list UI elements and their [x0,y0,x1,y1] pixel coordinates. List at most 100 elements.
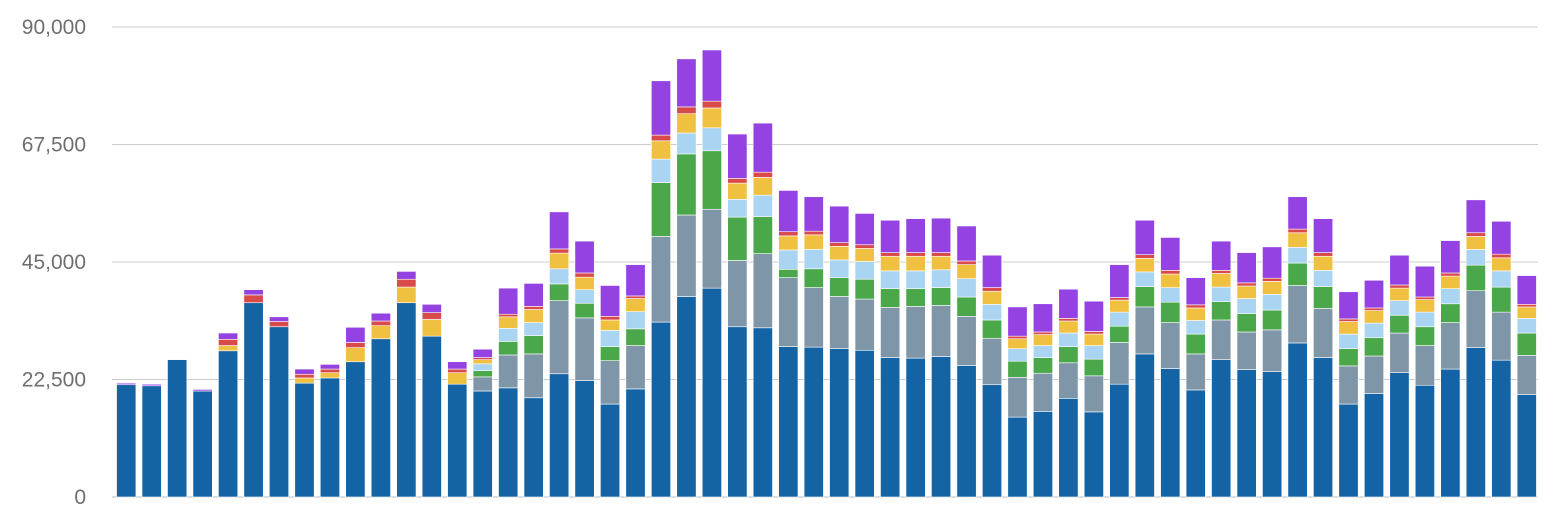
bar-segment [931,255,952,271]
bar-segment [676,296,697,498]
bar-stack [1287,196,1308,498]
bar-segment [676,214,697,297]
bar-stack [549,211,570,498]
bar-segment [396,271,417,280]
bar-segment [1516,275,1537,305]
bar-segment [727,178,748,184]
bar-stack [243,289,264,498]
bar-segment [956,264,977,280]
bar-segment [956,316,977,366]
bar-segment [651,158,671,183]
bar-segment [1236,331,1257,370]
bar-segment [1313,270,1334,287]
bar-segment [396,278,417,288]
bar-segment [905,255,926,272]
bar-segment [982,287,1002,292]
bar-segment [854,244,875,249]
bar-segment [1134,258,1155,273]
bar-stack [651,80,671,498]
bar-stack [803,196,824,498]
bar-segment [676,153,697,216]
bar-segment [523,309,544,323]
bar-segment [625,311,646,330]
bar-segment [1287,262,1308,286]
bar-segment [1364,310,1384,324]
bar-segment [116,384,137,498]
bar-segment [701,49,722,102]
bar-stack [880,219,901,498]
bar-segment [1083,375,1104,413]
bar-segment [1160,237,1181,271]
bar-segment [1083,345,1104,360]
bar-segment [1440,368,1461,498]
bar-segment [701,127,722,152]
bar-stack [1211,240,1232,498]
bar-segment [982,303,1002,321]
bar-stack [1414,265,1435,498]
bar-segment [523,353,544,399]
bar-segment [472,348,493,358]
bar-stack [1313,218,1334,498]
bar-segment [1364,279,1384,309]
bar-stack [931,217,952,498]
bar-segment [676,58,697,108]
bar-stack [600,285,621,498]
bar-segment [1313,218,1334,253]
bar-segment [1185,320,1206,335]
bar-segment [829,259,850,278]
bar-segment [549,300,570,375]
bar-stack [905,218,926,498]
bar-segment [1160,368,1181,498]
bar-segment [829,348,850,498]
bar-segment [396,302,417,498]
bar-stack [574,240,595,498]
bar-segment [1364,355,1384,394]
y-tick-label: 0 [74,486,86,509]
bar-segment [1389,254,1410,286]
bar-segment [549,211,570,250]
bar-segment [1287,247,1308,264]
bar-segment [472,390,493,498]
bar-segment [701,107,722,129]
bar-stack [829,205,850,498]
bars-layer [116,49,1537,498]
bar-stack [1032,303,1053,498]
bar-segment [1491,220,1512,255]
bar-segment [421,319,442,337]
bar-segment [1338,333,1359,349]
bar-segment [752,327,773,498]
bar-segment [116,382,137,386]
bar-stack [1160,237,1181,498]
bar-segment [803,234,824,250]
bar-segment [727,260,748,328]
bar-stack [447,361,468,498]
bar-segment [1007,377,1028,418]
bar-stack [1338,291,1359,498]
bar-segment [880,307,901,358]
bar-segment [192,389,213,392]
bar-segment [1491,270,1512,288]
bar-segment [1491,311,1512,361]
bar-segment [319,377,340,498]
bar-segment [1262,371,1283,498]
bar-segment [421,335,442,498]
bar-segment [1364,393,1384,498]
bar-stack [1185,277,1206,498]
bar-segment [1313,252,1334,257]
bar-segment [1389,372,1410,498]
bar-stack [141,383,162,498]
bar-segment [1185,333,1206,355]
bar-segment [752,216,773,254]
bar-segment [905,357,926,498]
bar-segment [1134,254,1155,259]
bar-segment [447,383,468,498]
bar-segment [651,182,671,237]
bar-segment [498,287,519,315]
bar-segment [625,388,646,498]
bar-segment [574,302,595,319]
bar-segment [727,326,748,498]
bar-segment [472,376,493,392]
bar-segment [574,380,595,498]
bar-stack [1058,288,1079,498]
bar-segment [1211,240,1232,271]
